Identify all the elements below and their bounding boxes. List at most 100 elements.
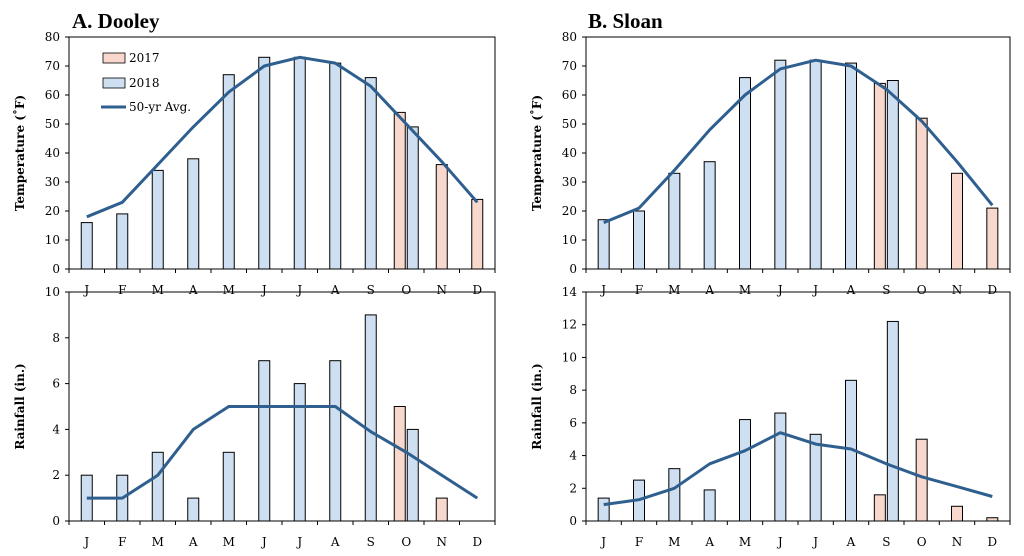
y-tick-label: 80 <box>562 30 577 44</box>
bar-2017 <box>873 494 886 522</box>
bar-2018 <box>597 497 610 522</box>
x-tick-label: F <box>118 283 126 297</box>
x-tick-label: D <box>472 535 482 549</box>
y-tick-label: 70 <box>562 59 577 73</box>
y-tick-label: 0 <box>569 514 577 528</box>
legend-label-50yr-avg: 50-yr Avg. <box>129 100 191 114</box>
y-tick-label: 2 <box>569 481 577 495</box>
x-tick-label: F <box>118 535 126 549</box>
bar-2018 <box>293 383 306 522</box>
plot-frame <box>68 36 496 270</box>
y-tick-label: 14 <box>562 285 578 299</box>
y-tick-label: 20 <box>562 204 577 218</box>
y-tick-label: 20 <box>45 204 60 218</box>
x-tick-label: S <box>367 283 375 297</box>
x-tick-label: O <box>401 283 411 297</box>
bar-2018 <box>809 59 822 270</box>
x-tick-label: J <box>599 535 606 549</box>
panel-title-sloan: B. Sloan <box>588 9 663 33</box>
bar-2018 <box>151 451 164 522</box>
bar-2018 <box>886 80 899 270</box>
bar-2018 <box>633 210 645 270</box>
x-tick-label: O <box>917 283 927 297</box>
bar-2018 <box>597 219 610 270</box>
x-tick-label: J <box>811 535 818 549</box>
y-tick-label: 2 <box>52 468 60 482</box>
line-50yr-avg <box>603 58 994 224</box>
x-tick-label: D <box>988 535 998 549</box>
y-tick-label: 10 <box>562 350 577 364</box>
bar-2017 <box>435 164 448 270</box>
line-50yr-avg <box>603 431 993 507</box>
x-tick-label: J <box>82 283 89 297</box>
bar-2018 <box>406 126 419 270</box>
x-tick-label: A <box>704 535 714 549</box>
bar-2017 <box>951 172 963 270</box>
bar-2018 <box>187 158 200 270</box>
y-tick-label: 80 <box>45 30 60 44</box>
bar-2018 <box>886 320 899 522</box>
y-tick-label: 4 <box>52 422 60 436</box>
bar-2018 <box>406 428 419 522</box>
x-tick-label: O <box>917 535 927 549</box>
x-tick-label: M <box>668 535 680 549</box>
y-tick-label: 10 <box>45 233 60 247</box>
y-tick-label: 0 <box>52 514 60 528</box>
x-tick-label: S <box>367 535 375 549</box>
y-tick-label: 0 <box>52 262 60 276</box>
bar-2017 <box>393 111 406 270</box>
y-tick-label: 0 <box>569 262 577 276</box>
bar-2018 <box>774 412 787 522</box>
x-tick-label: M <box>152 535 164 549</box>
y-tick-label: 10 <box>562 233 577 247</box>
line-50yr-avg <box>86 405 479 500</box>
bar-2017 <box>471 198 484 270</box>
y-tick-label: 50 <box>45 117 60 131</box>
y-axis-title: Rainfall (in.) <box>530 363 544 449</box>
y-tick-label: 6 <box>569 416 577 430</box>
x-tick-label: N <box>437 283 448 297</box>
bar-2017 <box>986 517 999 522</box>
x-tick-label: M <box>223 535 235 549</box>
x-tick-label: A <box>330 535 340 549</box>
bar-2017 <box>915 117 928 270</box>
x-tick-label: A <box>330 283 340 297</box>
legend: 2017 2018 50-yr Avg. <box>101 51 191 114</box>
legend-label-2018: 2018 <box>129 76 160 90</box>
x-tick-label: A <box>846 283 856 297</box>
bar-2018 <box>364 77 377 270</box>
bar-2018 <box>293 56 306 270</box>
bar-2018 <box>222 74 235 270</box>
bar-2018 <box>258 360 271 522</box>
x-tick-label: A <box>704 283 714 297</box>
x-tick-label: M <box>152 283 164 297</box>
bar-2018 <box>703 489 716 522</box>
bar-2018 <box>845 62 857 270</box>
panel-title-dooley: A. Dooley <box>72 9 160 33</box>
bar-2018 <box>703 161 716 270</box>
bar-2018 <box>739 419 751 522</box>
x-tick-label: A <box>846 535 856 549</box>
x-tick-label: S <box>882 535 890 549</box>
plot-frame <box>585 36 1011 270</box>
y-tick-label: 50 <box>562 117 577 131</box>
x-tick-label: N <box>437 535 448 549</box>
x-tick-label: J <box>82 535 89 549</box>
y-axis-title: Temperature (˚F) <box>529 95 544 211</box>
legend-label-2017: 2017 <box>129 51 160 65</box>
x-tick-label: A <box>188 283 198 297</box>
y-tick-label: 60 <box>45 88 60 102</box>
bar-2018 <box>668 172 681 270</box>
y-tick-label: 4 <box>569 449 577 463</box>
bar-2017 <box>435 497 448 522</box>
x-tick-label: N <box>952 535 963 549</box>
x-tick-label: N <box>952 283 963 297</box>
bar-2018 <box>809 433 822 522</box>
bar-2018 <box>739 77 751 270</box>
x-tick-label: S <box>882 283 890 297</box>
y-tick-label: 6 <box>52 377 60 391</box>
x-tick-label: J <box>599 283 606 297</box>
y-tick-label: 8 <box>569 383 577 397</box>
x-tick-label: M <box>223 283 235 297</box>
